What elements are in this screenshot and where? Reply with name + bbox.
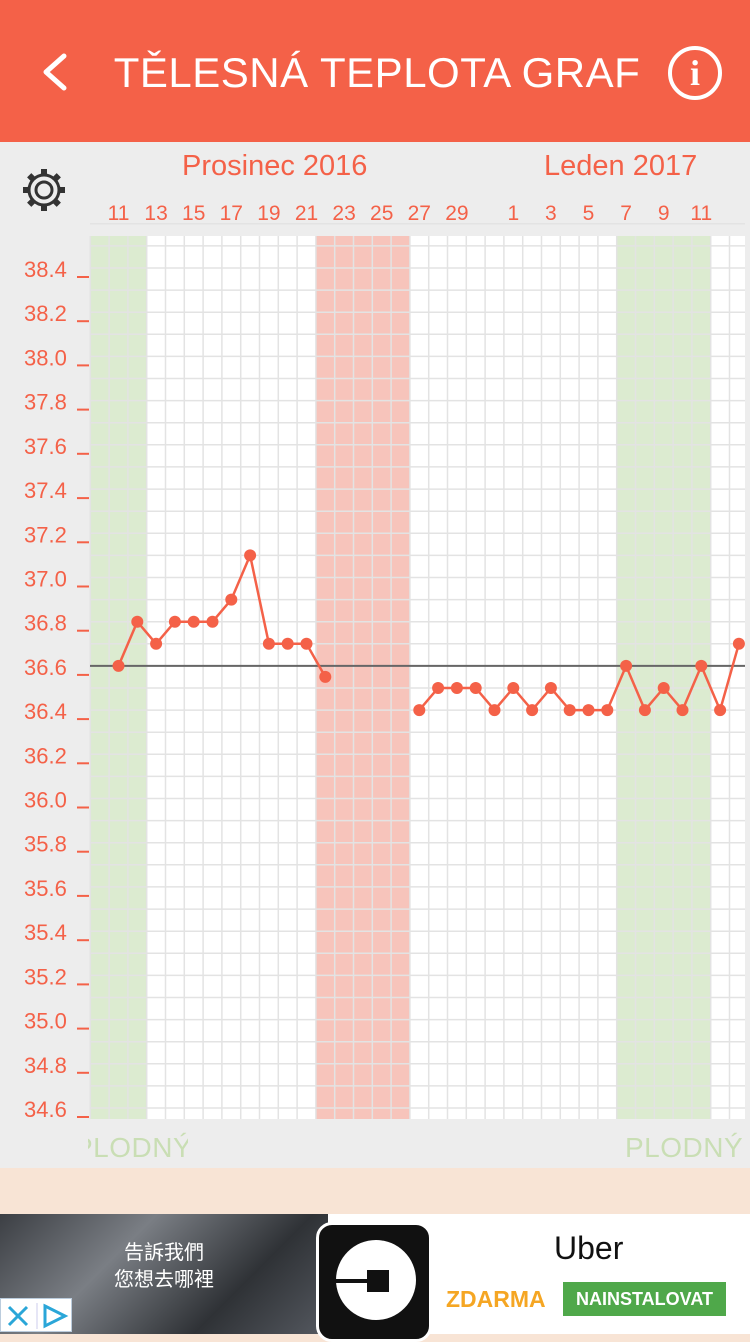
page-title: TĚLESNÁ TEPLOTA GRAF: [113, 49, 641, 96]
x-tick-label: 3: [545, 202, 557, 225]
y-tick-label: 36.4: [24, 699, 67, 724]
y-tick-label: 34.8: [24, 1053, 67, 1078]
data-point: [544, 682, 557, 694]
data-point: [638, 704, 651, 717]
adchoices-icon: [7, 1303, 69, 1329]
y-tick-label: 36.8: [24, 611, 67, 636]
month-label-january: Leden 2017: [544, 150, 698, 182]
ad-banner[interactable]: 告訴我們 您想去哪裡 Uber ZDARMA NAINSTALOVAT: [0, 1214, 750, 1342]
data-point: [676, 704, 689, 717]
data-point: [131, 615, 144, 628]
x-tick-label: 11: [108, 202, 130, 225]
x-tick-label: 11: [690, 202, 712, 225]
data-point: [168, 615, 181, 628]
data-point: [225, 593, 238, 606]
gear-icon: [23, 169, 65, 211]
data-point: [112, 659, 125, 672]
fertile-label-1: PLODNÝ: [88, 1132, 188, 1163]
y-tick-label: 37.8: [24, 390, 67, 415]
y-tick-label: 35.0: [24, 1009, 67, 1034]
y-tick-label: 36.0: [24, 788, 67, 813]
data-point: [300, 637, 313, 650]
y-tick-label: 36.6: [24, 655, 67, 680]
temperature-chart: 38.4 38.2 38.0 37.8 37.6 37.4 37.2 37.0 36.8 36.6…: [0, 142, 750, 1168]
x-tick-label: 21: [295, 202, 318, 225]
chevron-left-icon: [43, 53, 67, 91]
ad-price: ZDARMA: [446, 1286, 546, 1312]
y-tick-label: 38.4: [24, 257, 67, 282]
info-button[interactable]: i: [668, 46, 722, 100]
data-point: [601, 704, 614, 717]
data-point: [582, 704, 595, 717]
data-point: [507, 682, 520, 694]
data-point: [450, 682, 463, 694]
data-point: [657, 682, 670, 694]
x-tick-label: 17: [220, 202, 243, 225]
month-label-december: Prosinec 2016: [182, 150, 368, 182]
back-button[interactable]: [30, 40, 90, 104]
data-point: [187, 615, 200, 628]
x-tick-label: 25: [370, 202, 393, 225]
x-tick-label: 27: [408, 202, 431, 225]
chart-svg: 38.4 38.2 38.0 37.8 37.6 37.4 37.2 37.0 36.8 36.6…: [24, 202, 745, 1122]
data-point: [488, 704, 501, 717]
adchoices-button[interactable]: [0, 1298, 72, 1332]
header-bar: TĚLESNÁ TEPLOTA GRAF i: [0, 0, 750, 142]
ad-app-name: Uber: [554, 1230, 624, 1266]
data-point: [469, 682, 482, 694]
y-tick-label: 37.4: [24, 478, 67, 503]
y-tick-label: 36.2: [24, 743, 67, 768]
x-tick-label: 7: [620, 202, 632, 225]
uber-logo[interactable]: [316, 1222, 432, 1342]
install-button[interactable]: NAINSTALOVAT: [563, 1282, 726, 1316]
x-tick-label: 1: [507, 202, 519, 225]
data-point: [262, 637, 275, 650]
y-tick-label: 35.2: [24, 964, 67, 989]
data-point: [695, 659, 708, 672]
data-point: [244, 549, 257, 562]
data-point: [150, 637, 163, 650]
y-tick-label: 35.6: [24, 876, 67, 901]
x-tick-label: 23: [332, 202, 355, 225]
x-tick-label: 13: [144, 202, 167, 225]
fertile-band-0: [90, 236, 147, 1119]
x-tick-label: 19: [257, 202, 280, 225]
settings-button[interactable]: [18, 164, 70, 216]
info-icon: i: [689, 53, 700, 93]
data-point: [319, 670, 332, 683]
data-point: [432, 682, 445, 694]
x-tick-label: 5: [583, 202, 595, 225]
data-point: [714, 704, 727, 717]
y-tick-label: 37.2: [24, 522, 67, 547]
y-tick-label: 34.6: [24, 1097, 67, 1122]
data-point: [206, 615, 219, 628]
data-point: [413, 704, 426, 717]
y-tick-label: 35.8: [24, 832, 67, 857]
y-tick-label: 38.0: [24, 345, 67, 370]
x-tick-label: 15: [182, 202, 205, 225]
data-point: [620, 659, 633, 672]
x-tick-label: 9: [658, 202, 670, 225]
data-point: [281, 637, 294, 650]
period-band-1: [315, 236, 410, 1119]
data-point: [732, 637, 745, 650]
ad-image-text: 告訴我們 您想去哪裡: [114, 1242, 214, 1291]
y-tick-label: 37.0: [24, 567, 67, 592]
data-point: [526, 704, 539, 717]
y-tick-label: 37.6: [24, 434, 67, 459]
y-tick-label: 38.2: [24, 301, 67, 326]
x-tick-label: 29: [445, 202, 468, 225]
fertile-label-2: PLODNÝ: [625, 1132, 744, 1163]
y-tick-label: 35.4: [24, 920, 67, 945]
data-point: [563, 704, 576, 717]
